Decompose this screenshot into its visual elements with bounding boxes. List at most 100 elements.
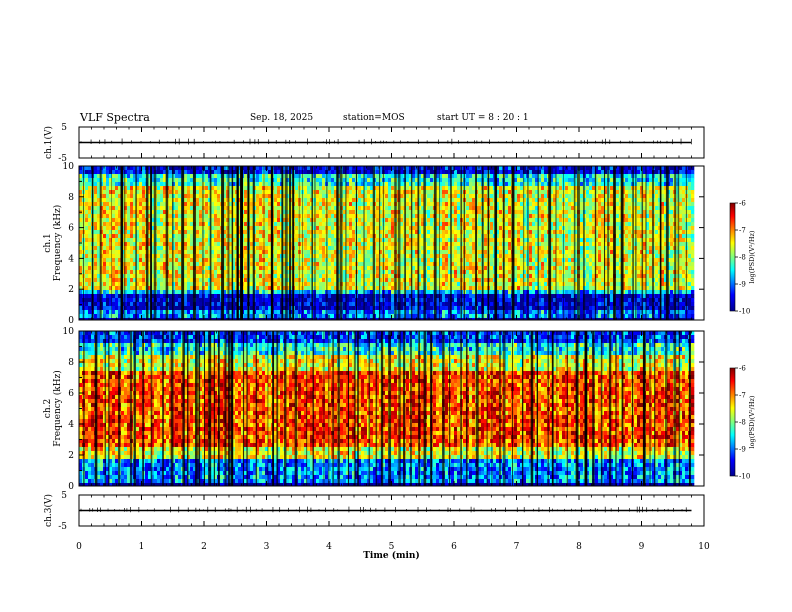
spectrogram-cell	[361, 202, 365, 207]
spectrogram-cell	[376, 290, 380, 295]
spectrogram-cell	[238, 174, 242, 179]
spectrogram-cell	[421, 270, 425, 275]
spectrogram-cell	[379, 314, 383, 319]
spectrogram-cell	[334, 178, 338, 183]
spectrogram-cell	[118, 214, 122, 219]
spectrogram-cell	[316, 210, 320, 215]
spectrogram-cell	[205, 286, 209, 291]
spectrogram-cell	[307, 250, 311, 255]
spectrogram-cell	[349, 266, 353, 271]
spectrogram-cell	[142, 286, 146, 291]
spectrogram-cell	[442, 198, 446, 203]
spectrogram-cell	[352, 294, 356, 299]
spectrogram-cell	[298, 210, 302, 215]
spectrogram-cell	[199, 174, 203, 179]
spectrogram-cell	[151, 234, 155, 239]
spectrogram-cell	[79, 290, 83, 295]
spectrogram-cell	[361, 178, 365, 183]
spectrogram-cell	[184, 210, 188, 215]
spectrogram-cell	[148, 198, 152, 203]
spectrogram-cell	[232, 242, 236, 247]
spectrogram-cell	[160, 282, 164, 287]
spectrogram-cell	[322, 318, 326, 321]
spectrogram-cell	[364, 266, 368, 271]
spectrogram-cell	[328, 282, 332, 287]
spectrogram-cell	[379, 214, 383, 219]
spectrogram-cell	[295, 250, 299, 255]
spectrogram-cell	[295, 166, 299, 171]
spectrogram-cell	[178, 274, 182, 279]
spectrogram-cell	[136, 258, 140, 263]
spectrogram-cell	[343, 214, 347, 219]
spectrogram-cell	[250, 282, 254, 287]
spectrogram-cell	[157, 250, 161, 255]
spectrogram-cell	[262, 250, 266, 255]
spectrogram-cell	[118, 222, 122, 227]
spectrogram-cell	[82, 246, 86, 251]
spectrogram-cell	[187, 174, 191, 179]
spectrogram-cell	[385, 222, 389, 227]
spectrogram-cell	[118, 234, 122, 239]
spectrogram-cell	[160, 222, 164, 227]
spectrogram-cell	[238, 250, 242, 255]
spectrogram-cell	[361, 170, 365, 175]
spectrogram-cell	[322, 274, 326, 279]
spectrogram-cell	[142, 166, 146, 171]
spectrogram-cell	[94, 254, 98, 259]
spectrogram-cell	[421, 210, 425, 215]
spectrogram-cell	[184, 206, 188, 211]
spectrogram-cell	[343, 318, 347, 321]
spectrogram-cell	[262, 238, 266, 243]
spectrogram-cell	[151, 170, 155, 175]
spectrogram-cell	[364, 302, 368, 307]
spectrogram-cell	[214, 266, 218, 271]
spectrogram-cell	[163, 278, 167, 283]
spectrogram-cell	[208, 266, 212, 271]
spectrogram-cell	[379, 270, 383, 275]
spectrogram-cell	[178, 310, 182, 315]
spectrogram-cell	[103, 262, 107, 267]
spectrogram-cell	[217, 258, 221, 263]
spectrogram-cell	[250, 262, 254, 267]
spectrogram-cell	[439, 234, 443, 239]
spectrogram-cell	[142, 230, 146, 235]
spectrogram-cell	[160, 286, 164, 291]
spectrogram-cell	[349, 258, 353, 263]
spectrogram-cell	[295, 222, 299, 227]
spectrogram-cell	[115, 258, 119, 263]
spectrogram-cell	[442, 210, 446, 215]
spectrogram-cell	[274, 190, 278, 195]
spectrogram-cell	[367, 170, 371, 175]
spectrogram-cell	[307, 318, 311, 321]
spectrogram-cell	[151, 190, 155, 195]
spectrogram-cell	[274, 222, 278, 227]
spectrogram-cell	[238, 226, 242, 231]
spectrogram-cell	[304, 238, 308, 243]
spectrogram-cell	[418, 170, 422, 175]
spectrogram-cell	[388, 198, 392, 203]
spectrogram-cell	[412, 198, 416, 203]
spectrogram-cell	[151, 310, 155, 315]
spectrogram-cell	[130, 278, 134, 283]
spectrogram-cell	[391, 170, 395, 175]
spectrogram-cell	[157, 318, 161, 321]
spectrogram-cell	[421, 170, 425, 175]
spectrogram-cell	[427, 238, 431, 243]
spectrogram-cell	[130, 254, 134, 259]
spectrogram-cell	[187, 194, 191, 199]
spectrogram-cell	[139, 314, 143, 319]
spectrogram-cell	[142, 234, 146, 239]
spectrogram-cell	[442, 282, 446, 287]
spectrogram-cell	[409, 282, 413, 287]
spectrogram-cell	[268, 258, 272, 263]
spectrogram-cell	[376, 298, 380, 303]
spectrogram-cell	[184, 234, 188, 239]
spectrogram-cell	[112, 250, 116, 255]
spectrogram-cell	[184, 238, 188, 243]
spectrogram-cell	[103, 218, 107, 223]
spectrogram-cell	[346, 194, 350, 199]
spectrogram-cell	[175, 282, 179, 287]
spectrogram-cell	[163, 226, 167, 231]
spectrogram-cell	[400, 214, 404, 219]
spectrogram-cell	[301, 290, 305, 295]
